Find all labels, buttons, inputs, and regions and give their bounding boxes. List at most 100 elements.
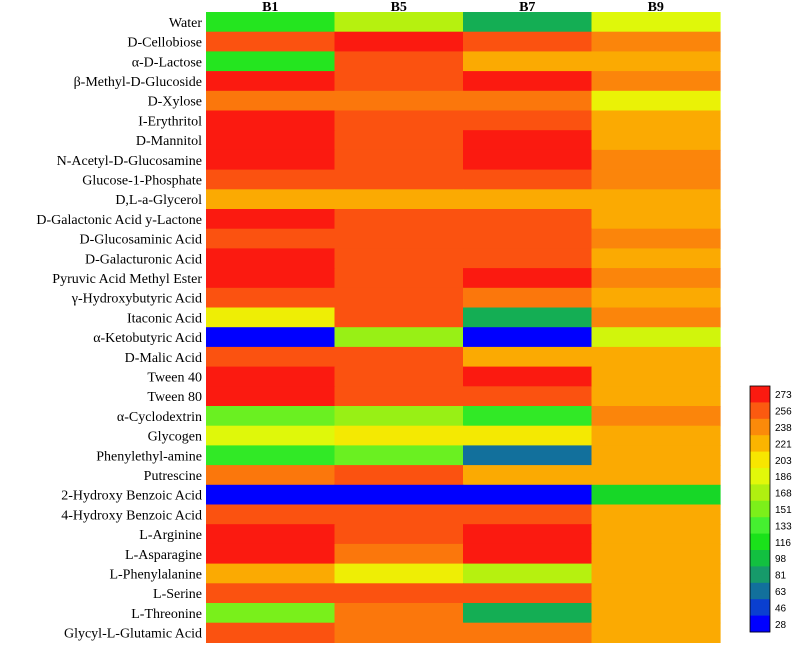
legend-tick-label: 46 (775, 603, 787, 614)
heatmap-cell (206, 346, 336, 368)
heatmap-cell (206, 425, 336, 446)
heatmap-cell (334, 287, 464, 309)
heatmap-cell (591, 287, 721, 309)
heatmap-cell (463, 268, 593, 289)
heatmap-cell (206, 386, 336, 407)
heatmap-cell (206, 307, 336, 328)
heatmap-cell (206, 504, 336, 525)
heatmap-cell (206, 169, 336, 190)
heatmap-cell (334, 504, 464, 525)
heatmap-cell (591, 149, 721, 171)
legend-swatch (750, 550, 770, 567)
legend-tick-label: 98 (775, 554, 787, 565)
heatmap-cell (463, 327, 593, 348)
heatmap-cell (463, 169, 593, 190)
heatmap-cell (334, 51, 464, 72)
heatmap-cell (591, 307, 721, 328)
row-label: N-Acetyl-D-Glucosamine (57, 154, 202, 169)
heatmap-cell (334, 169, 464, 190)
heatmap-cell (591, 563, 721, 584)
heatmap-cell (463, 346, 593, 368)
heatmap-cell (334, 307, 464, 328)
legend-tick-label: 238 (775, 423, 792, 434)
column-label-b1: B1 (262, 0, 278, 15)
legend-tick-label: 133 (775, 521, 792, 532)
heatmap-cell (591, 445, 721, 466)
row-label: D-Xylose (148, 95, 202, 110)
legend-tick-label: 186 (775, 472, 792, 483)
heatmap-cell (591, 90, 721, 112)
heatmap-cell (463, 563, 593, 584)
heatmap-cell (334, 406, 464, 427)
heatmap-cell (206, 110, 336, 131)
heatmap-cell (206, 543, 336, 565)
row-label: L-Serine (153, 587, 202, 602)
legend-swatch (750, 386, 770, 403)
heatmap-cell (591, 583, 721, 604)
heatmap-cells (206, 12, 721, 643)
heatmap-cell (334, 583, 464, 604)
heatmap-cell (206, 51, 336, 72)
heatmap-cell (463, 406, 593, 427)
legend-tick-label: 116 (775, 538, 791, 549)
heatmap-cell (463, 386, 593, 407)
heatmap-cell (334, 465, 464, 486)
heatmap-cell (206, 268, 336, 289)
heatmap-cell (591, 406, 721, 427)
row-label: Glycogen (148, 430, 202, 445)
legend-tick-label: 168 (775, 489, 792, 500)
heatmap-cell (206, 189, 336, 210)
legend-tick-label: 221 (775, 439, 792, 450)
heatmap-cell (591, 346, 721, 368)
heatmap-cell (591, 169, 721, 190)
column-label-b9: B9 (648, 0, 664, 15)
heatmap-cell (334, 90, 464, 112)
legend-swatch (750, 599, 770, 616)
heatmap-cell (206, 248, 336, 269)
heatmap-cell (206, 149, 336, 171)
row-label: Glucose-1-Phosphate (82, 173, 202, 188)
heatmap-cell (334, 228, 464, 249)
row-label: 2-Hydroxy Benzoic Acid (61, 489, 202, 504)
row-label: Water (169, 16, 202, 31)
heatmap-cell (463, 445, 593, 466)
row-label: α-D-Lactose (132, 55, 202, 70)
heatmap-cell (334, 484, 464, 506)
row-label: L-Arginine (139, 528, 202, 543)
row-label: Pyruvic Acid Methyl Ester (52, 272, 202, 287)
heatmap-cell (591, 130, 721, 151)
heatmap-cell (206, 209, 336, 230)
heatmap-cell (334, 386, 464, 407)
heatmap-cell (206, 563, 336, 584)
heatmap-cell (463, 31, 593, 52)
heatmap-cell (591, 603, 721, 624)
heatmap-cell (591, 209, 721, 230)
legend-swatch (750, 615, 770, 633)
heatmap-cell (463, 90, 593, 112)
heatmap-cell (591, 425, 721, 446)
heatmap-cell (463, 12, 593, 33)
legend-swatch (750, 468, 770, 485)
heatmap-cell (334, 71, 464, 92)
heatmap-cell (591, 366, 721, 387)
heatmap-cell (206, 583, 336, 604)
legend-border (749, 385, 771, 633)
column-label-b7: B7 (519, 0, 535, 15)
heatmap-cell (463, 71, 593, 92)
heatmap-cell (334, 12, 464, 33)
legend-swatch (750, 451, 770, 469)
heatmap-cell (463, 465, 593, 486)
legend-tick-label: 203 (775, 456, 792, 467)
heatmap-cell (463, 504, 593, 525)
legend-swatch (750, 582, 770, 600)
row-label: L-Phenylalanine (109, 567, 202, 582)
heatmap-cell (463, 622, 593, 643)
legend-swatch (750, 566, 770, 584)
heatmap-cell (463, 484, 593, 506)
heatmap-cell (463, 287, 593, 309)
row-label: α-Ketobutyric Acid (93, 331, 202, 346)
heatmap-cell (463, 51, 593, 72)
heatmap-cell (334, 346, 464, 368)
heatmap-cell (463, 583, 593, 604)
